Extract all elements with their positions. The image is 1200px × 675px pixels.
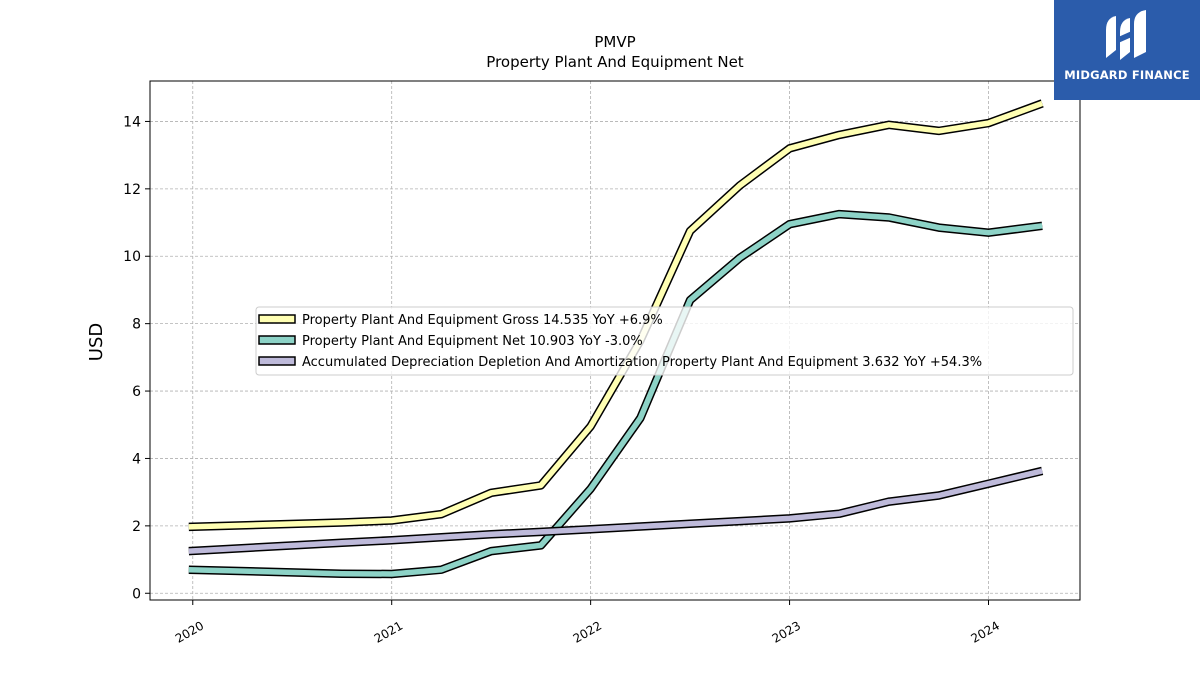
brand-logo: MIDGARD FINANCE [1054, 0, 1200, 100]
chart-title: PMVP [594, 33, 635, 51]
chart-subtitle: Property Plant And Equipment Net [486, 53, 743, 71]
x-tick-label: 2022 [571, 618, 604, 645]
y-tick-label: 4 [132, 451, 141, 467]
legend-swatch [258, 335, 296, 345]
y-tick-label: 0 [132, 586, 141, 602]
axis-ticks: 2020 2021 2022 2023 2024 0 2 4 6 8 10 12 14 [123, 114, 1002, 645]
plot-frame [149, 80, 1081, 601]
y-axis-label: USD [86, 323, 107, 361]
legend-swatch [258, 356, 296, 366]
series-line-outline [188, 466, 1044, 556]
legend-entry-label: Property Plant And Equipment Net 10.903 … [302, 334, 643, 349]
y-tick-label: 12 [123, 182, 141, 198]
legend-swatch [258, 314, 296, 324]
x-tick-label: 2024 [969, 618, 1002, 645]
legend-entry-label: Accumulated Depreciation Depletion And A… [302, 355, 982, 370]
y-tick-label: 6 [132, 384, 141, 400]
y-tick-label: 14 [123, 114, 141, 130]
midgard-m-logo-icon [1106, 10, 1146, 60]
y-tick-label: 2 [132, 519, 141, 535]
x-tick-label: 2021 [372, 618, 405, 645]
brand-name: MIDGARD FINANCE [1064, 68, 1190, 82]
series-line-3 [188, 468, 1043, 554]
series-line-1 [188, 100, 1044, 530]
y-tick-label: 10 [123, 249, 141, 265]
y-tick-label: 8 [132, 317, 141, 333]
x-tick-label: 2020 [173, 618, 206, 645]
x-tick-label: 2023 [770, 618, 803, 645]
legend: Property Plant And Equipment Gross 14.53… [255, 306, 1074, 376]
legend-entry-label: Property Plant And Equipment Gross 14.53… [302, 313, 663, 328]
legend-box [255, 306, 1074, 376]
